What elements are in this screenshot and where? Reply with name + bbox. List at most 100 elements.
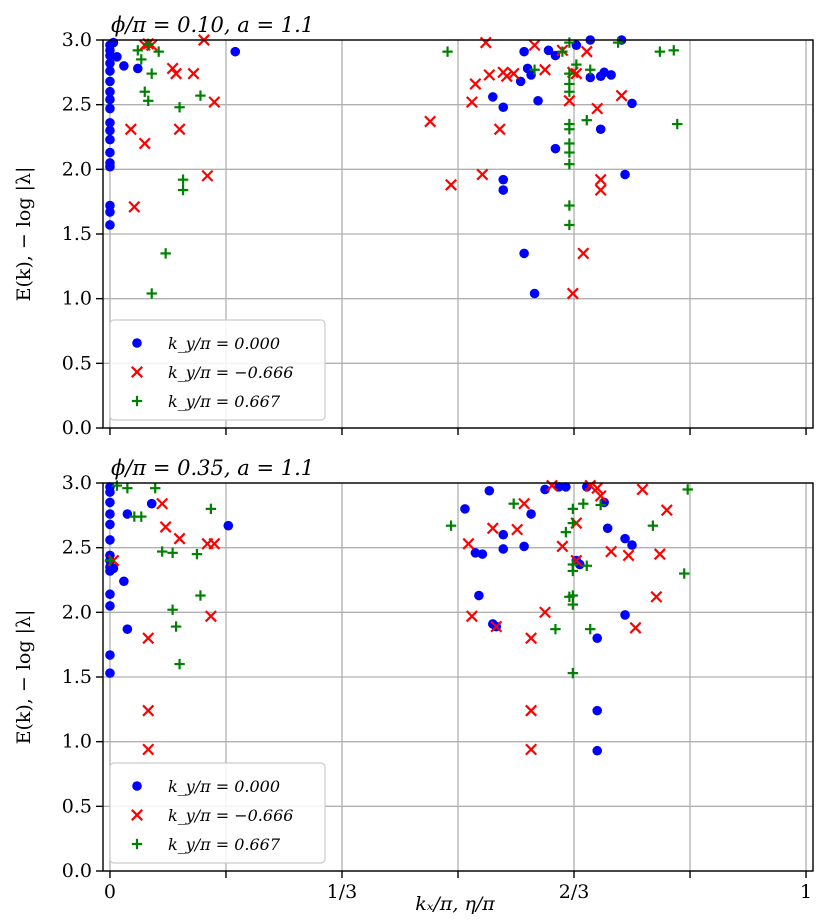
panel2-series-1-point-2-stroke-b [142, 704, 155, 717]
panel2-ytick-label-4: 2.0 [62, 601, 92, 623]
panel1-series-0-point-28 [519, 46, 529, 57]
panel2-legend-label-1: k_y/π = −0.666 [168, 806, 293, 825]
panel2-series-1-point-8-stroke-b [204, 610, 217, 623]
panel1-series-1-point-8 [173, 123, 186, 136]
panel1-series-1-point-7-stroke-b [170, 67, 183, 80]
panel1-series-1-point-23 [507, 67, 520, 80]
panel2-series-1-point-33-stroke-b [660, 504, 673, 517]
panel2-series-0-point-38 [592, 705, 603, 716]
panel2-series-1-point-16 [525, 632, 538, 645]
panel2-series-2-point-1 [111, 480, 123, 491]
panel1-series-0-point-41 [595, 124, 606, 135]
panel1-series-1-point-35-stroke-b [594, 184, 607, 197]
panel1-series-2-point-1 [136, 54, 147, 65]
panel1-series-2-point-8 [160, 248, 171, 259]
panel1-legend-label-0: k_y/π = 0.000 [168, 334, 280, 353]
panel1-ytick-label-4: 2.0 [62, 158, 92, 180]
panel1-series-1-point-11 [208, 96, 221, 109]
panel2-series-1-point-12-stroke-b [486, 522, 499, 535]
panel1-series-0-point-20 [119, 61, 129, 71]
panel1-series-1-point-30-stroke-b [570, 67, 583, 80]
panel1-series-1-point-20 [493, 123, 506, 136]
panel2-series-1-point-32 [653, 548, 666, 561]
panel1-series-1-point-25 [539, 63, 551, 76]
panel1-series-1-point-36 [615, 89, 628, 102]
panel2-legend-label-2: k_y/π = 0.667 [168, 835, 281, 854]
panel2-series-0-point-3 [105, 509, 115, 519]
panel1-series-2-point-25 [564, 200, 575, 211]
panel2-series-1-point-10 [462, 537, 475, 550]
panel1-ytick-label-3: 1.5 [62, 223, 92, 245]
panel1-series-2-point-29 [585, 64, 596, 75]
panel1-series-0-point-32 [529, 288, 540, 299]
panel2-series-0-point-19 [223, 520, 234, 531]
panel1-series-0-point-3 [105, 58, 115, 69]
panel1-series-1-point-18-stroke-b [479, 36, 492, 49]
panel2-series-1-point-1 [142, 632, 155, 645]
panel2-series-2-point-24 [567, 599, 579, 610]
panel2-series-2-point-9 [170, 621, 182, 632]
panel2-series-1-point-2 [142, 704, 155, 717]
panel1-series-1-point-3 [124, 123, 137, 136]
panel1-series-2-point-17 [564, 68, 575, 79]
panel2-series-1-point-27-stroke-b [605, 545, 618, 558]
panel1-series-1-point-9 [187, 67, 200, 80]
panel2-ytick-label-0: 0.0 [62, 860, 92, 882]
panel1-ytick-label-1: 0.5 [62, 352, 92, 374]
panel1-series-0-point-24 [498, 102, 509, 113]
panel2-xlabel: kₓ/π, η/π [415, 893, 495, 915]
panel1-series-0-point-29 [519, 248, 529, 259]
panel1-series-1 [124, 34, 628, 300]
panel1-series-1-point-33-stroke-b [591, 102, 604, 115]
panel2-legend: k_y/π = 0.000 k_y/π = −0.666 k_y/π = 0.667 [109, 762, 326, 864]
panel1-series-1-point-5 [138, 137, 151, 150]
panel2-series-1-point-14 [511, 523, 524, 536]
panel2-series-2-point-31 [679, 568, 690, 579]
panel2-series-0-point-14 [108, 563, 119, 574]
panel2-series-0-point-39 [592, 745, 603, 756]
panel2-series-1-point-31-stroke-b [650, 590, 663, 603]
panel2-series-0 [105, 482, 637, 756]
panel2-xtick-label-0: 0 [104, 881, 116, 903]
panel2-series-2-point-20 [567, 517, 579, 529]
panel1-series-1-point-27 [563, 94, 576, 107]
panel1-legend-label-1: k_y/π = −0.666 [168, 363, 293, 382]
panel2-series-0-point-31 [540, 484, 550, 495]
panel1-series-1-point-22 [500, 70, 513, 83]
panel2-series-2-point-25 [567, 667, 579, 679]
panel1-series-0-point-6 [105, 86, 115, 97]
panel1-series-1-point-33 [591, 102, 604, 115]
panel1-series-0-point-26 [498, 185, 509, 195]
panel2-series-1-point-30 [636, 483, 649, 496]
panel2-series-2-point-8 [167, 604, 178, 615]
panel1-series-1-point-14-stroke-b [445, 178, 458, 191]
panel1-series-0-point-16 [105, 207, 115, 217]
panel2-series-1-point-17-stroke-b [525, 704, 538, 717]
panel2-legend-label-0: k_y/π = 0.000 [168, 777, 280, 796]
panel2-series-2-point-2 [122, 482, 133, 494]
panel2-series-2-point-7 [167, 547, 178, 559]
panel2-series-0-point-43 [627, 540, 637, 550]
panel1-series-2-point-11 [177, 184, 189, 196]
panel1-series-0-point-36 [550, 143, 561, 154]
panel2-series-1-point-5 [159, 520, 172, 533]
panel2-series-0-point-15 [119, 576, 129, 587]
panel1-series-2-point-28 [581, 114, 592, 126]
panel2-series-1-point-21 [556, 540, 569, 553]
panel1-series-1-point-6-stroke-b [166, 62, 179, 75]
panel2-series-1-point-4-stroke-b [156, 497, 169, 510]
panel2-xtick-label-1: 1/3 [327, 881, 358, 903]
panel1-series-1-point-30 [570, 67, 583, 80]
panel1-series-0-point-8 [105, 103, 115, 114]
panel1-series-2-point-33 [672, 118, 683, 130]
panel1-series-0-point-17 [105, 220, 115, 230]
panel2-series-1-point-32-stroke-b [653, 548, 666, 561]
panel2-series-1-point-18 [525, 743, 538, 756]
panel2-ytick-label-5: 2.5 [62, 537, 92, 559]
panel2-series-1-point-21-stroke-b [556, 540, 569, 553]
panel2-series-0-point-41 [602, 523, 613, 534]
panel1-series-1-point-28-stroke-b [566, 287, 579, 300]
panel1-series-2-point-5 [153, 46, 164, 57]
panel2-series-1-point-11-stroke-b [465, 610, 478, 623]
